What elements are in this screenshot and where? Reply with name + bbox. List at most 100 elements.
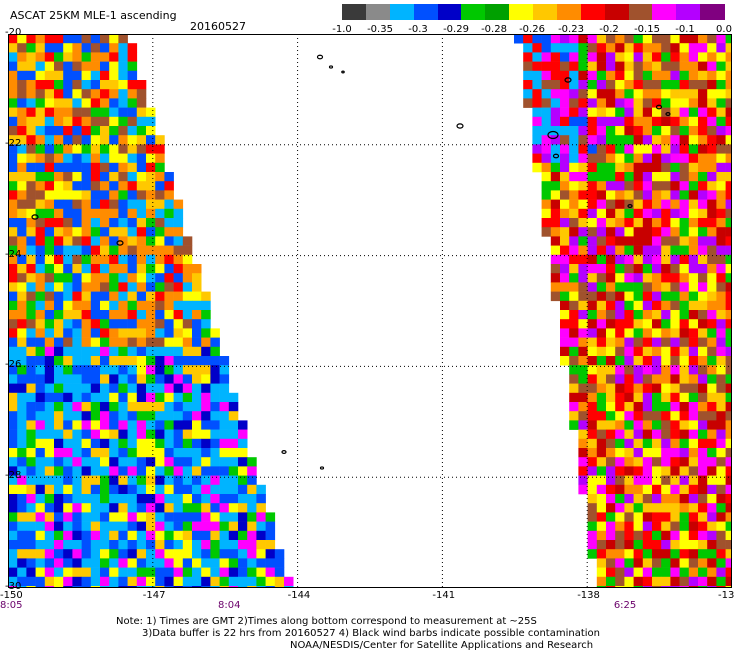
- swath-cell: [17, 227, 27, 237]
- swath-cell: [118, 411, 128, 421]
- swath-cell: [155, 144, 165, 154]
- swath-cell: [201, 319, 211, 329]
- swath-cell: [44, 328, 55, 338]
- swath-cell: [652, 576, 662, 587]
- swath-cell: [100, 190, 110, 200]
- swath-cell: [63, 282, 73, 292]
- swath-cell: [17, 264, 27, 274]
- swath-cell: [164, 411, 174, 421]
- swath-cell: [8, 356, 18, 366]
- swath-cell: [679, 310, 690, 320]
- swath-cell: [670, 356, 680, 366]
- swath-cell: [560, 181, 570, 191]
- swath-cell: [661, 300, 671, 311]
- swath-cell: [725, 61, 732, 72]
- swath-cell: [596, 236, 607, 246]
- swath-cell: [569, 282, 579, 292]
- swath-cell: [35, 135, 46, 145]
- swath-cell: [523, 43, 533, 53]
- swath-cell: [192, 383, 202, 394]
- swath-cell: [155, 310, 165, 320]
- swath-cell: [624, 61, 634, 72]
- island-outline: [316, 54, 324, 60]
- swath-cell: [81, 420, 92, 430]
- swath-cell: [63, 80, 73, 90]
- swath-cell: [698, 199, 708, 210]
- swath-cell: [606, 282, 616, 292]
- swath-cell: [35, 98, 46, 108]
- swath-cell: [26, 540, 36, 550]
- swath-cell: [725, 43, 732, 53]
- swath-cell: [652, 190, 662, 200]
- swath-cell: [688, 273, 699, 283]
- swath-cell: [90, 107, 101, 118]
- swath-cell: [688, 356, 699, 366]
- swath-cell: [100, 448, 110, 458]
- swath-cell: [532, 116, 542, 127]
- swath-cell: [136, 448, 147, 458]
- swath-cell: [81, 34, 92, 44]
- swath-cell: [615, 300, 625, 311]
- swath-cell: [118, 135, 128, 145]
- swath-cell: [81, 475, 92, 486]
- swath-cell: [118, 162, 128, 173]
- swath-cell: [642, 429, 653, 440]
- swath-cell: [679, 558, 690, 568]
- swath-cell: [624, 346, 634, 357]
- swath-cell: [615, 429, 625, 440]
- swath-cell: [633, 549, 644, 559]
- swath-cell: [90, 457, 101, 467]
- swath-cell: [54, 208, 64, 219]
- swath-cell: [127, 43, 138, 53]
- swath-cell: [63, 503, 73, 513]
- swath-cell: [127, 264, 138, 274]
- swath-cell: [81, 162, 92, 173]
- swath-cell: [63, 273, 73, 283]
- swath-cell: [81, 52, 92, 62]
- swath-cell: [173, 337, 184, 348]
- swath-cell: [72, 392, 82, 403]
- swath-cell: [17, 291, 27, 302]
- swath-cell: [642, 356, 653, 366]
- swath-cell: [707, 61, 717, 72]
- swath-cell: [219, 429, 230, 440]
- swath-cell: [642, 438, 653, 449]
- swath-cell: [81, 218, 92, 228]
- swath-cell: [596, 383, 607, 394]
- swath-cell: [670, 310, 680, 320]
- swath-cell: [642, 43, 653, 53]
- swath-cell: [54, 328, 64, 338]
- swath-cell: [670, 567, 680, 578]
- swath-cell: [652, 89, 662, 99]
- swath-cell: [596, 337, 607, 348]
- swath-cell: [274, 567, 285, 578]
- swath-cell: [44, 319, 55, 329]
- swath-cell: [633, 300, 644, 311]
- swath-cell: [72, 162, 82, 173]
- swath-cell: [182, 429, 193, 440]
- swath-cell: [173, 521, 184, 532]
- swath-cell: [8, 503, 18, 513]
- swath-cell: [192, 374, 202, 384]
- swath-cell: [615, 576, 625, 587]
- swath-cell: [642, 61, 653, 72]
- swath-cell: [90, 356, 101, 366]
- swath-cell: [155, 521, 165, 532]
- swath-cell: [118, 190, 128, 200]
- swath-cell: [182, 503, 193, 513]
- swath-cell: [90, 245, 101, 256]
- swath-cell: [90, 466, 101, 476]
- swath-cell: [17, 300, 27, 311]
- swath-cell: [707, 199, 717, 210]
- swath-cell: [127, 576, 138, 587]
- swath-cell: [514, 34, 524, 44]
- swath-cell: [26, 300, 36, 311]
- swath-cell: [201, 337, 211, 348]
- swath-cell: [81, 438, 92, 449]
- swath-cell: [100, 43, 110, 53]
- swath-cell: [109, 374, 119, 384]
- swath-cell: [596, 227, 607, 237]
- swath-cell: [35, 319, 46, 329]
- swath-cell: [560, 208, 570, 219]
- swath-cell: [725, 429, 732, 440]
